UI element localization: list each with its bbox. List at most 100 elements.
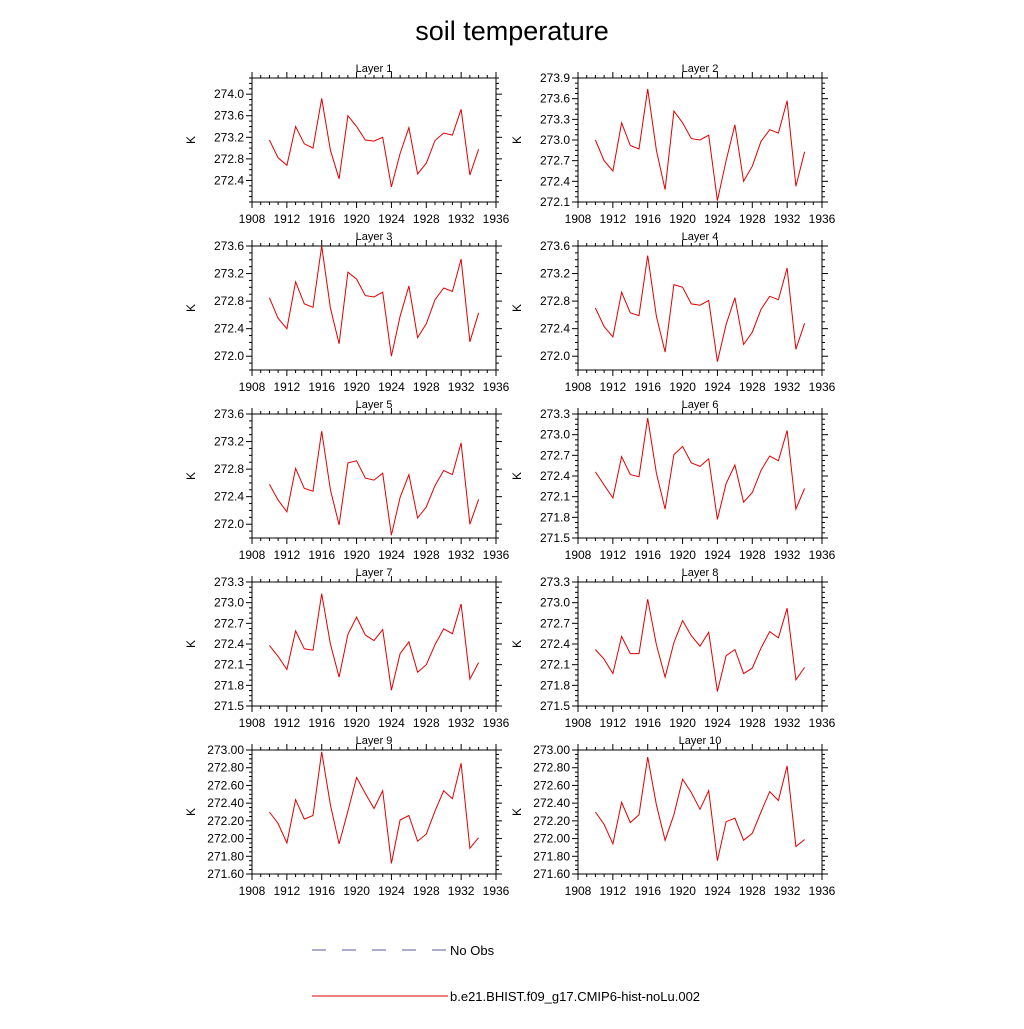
x-tick-label: 1920 [343,380,370,394]
series-line [269,593,480,691]
y-axis-label: K [184,304,198,312]
y-tick-label: 273.9 [540,71,570,85]
x-tick-label: 1920 [669,212,696,226]
plot-frame [251,77,497,203]
x-tick-label: 1920 [343,884,370,898]
y-tick-label: 273.2 [540,267,570,281]
x-tick-label: 1912 [274,716,301,730]
panel-title: Layer 1 [356,63,393,75]
panel-layer-8: Layer 8 K 1908 1912 1916 1920 1924 1928 1932 1936… [510,567,836,730]
x-tick-label: 1912 [600,212,627,226]
x-tick-label: 1924 [378,380,405,394]
x-tick-label: 1908 [565,380,592,394]
y-tick-label: 271.5 [540,699,570,713]
plot-frame [577,749,823,875]
y-tick-label: 273.6 [540,92,570,106]
y-axis-label: K [184,808,198,816]
x-tick-label: 1916 [308,884,335,898]
x-tick-label: 1916 [308,212,335,226]
x-tick-label: 1936 [809,548,836,562]
y-tick-label: 272.1 [540,658,570,672]
figure-title: soil temperature [415,16,609,46]
x-tick-label: 1912 [274,380,301,394]
panel-title: Layer 10 [679,735,722,747]
series-line [594,255,806,362]
plot-frame [251,413,497,539]
y-tick-label: 272.40 [207,796,244,810]
y-tick-label: 272.1 [540,490,570,504]
legend-no-obs-label: No Obs [450,943,495,958]
series-line [594,418,806,520]
y-tick-label: 272.7 [214,616,244,630]
y-tick-label: 272.4 [540,469,570,483]
series-line [268,431,480,536]
y-tick-label: 274.0 [214,87,244,101]
x-tick-label: 1928 [739,548,766,562]
y-tick-label: 273.3 [540,112,570,126]
x-tick-label: 1924 [704,884,731,898]
series-line [268,245,480,357]
x-tick-label: 1936 [483,548,510,562]
x-tick-label: 1920 [669,380,696,394]
plot-frame [577,413,823,539]
y-axis-label: K [510,136,524,144]
panel-title: Layer 6 [682,399,719,411]
x-tick-label: 1908 [565,212,592,226]
y-axis-label: K [184,640,198,648]
y-tick-label: 271.80 [533,849,570,863]
y-tick-label: 272.60 [207,778,244,792]
panel-title: Layer 5 [356,399,393,411]
y-tick-label: 272.4 [540,322,570,336]
x-tick-label: 1920 [343,212,370,226]
series-line [594,88,806,201]
x-tick-label: 1916 [634,380,661,394]
x-tick-label: 1928 [413,212,440,226]
y-tick-label: 272.20 [533,814,570,828]
y-tick-label: 272.80 [533,761,570,775]
panel-title: Layer 9 [356,735,393,747]
y-tick-label: 272.7 [540,448,570,462]
x-tick-label: 1920 [669,716,696,730]
series-line [269,751,479,864]
x-tick-label: 1912 [274,212,301,226]
x-tick-label: 1932 [774,380,801,394]
y-tick-label: 272.60 [533,778,570,792]
panel-title: Layer 2 [682,63,719,75]
x-tick-label: 1916 [634,716,661,730]
x-tick-label: 1936 [483,884,510,898]
y-axis-label: K [184,472,198,480]
y-tick-label: 272.8 [214,462,244,476]
panel-layer-5: Layer 5 K 1908 1912 1916 1920 1924 1928 1932 1936… [184,399,510,562]
x-tick-label: 1908 [565,884,592,898]
y-tick-label: 272.4 [540,174,570,188]
y-tick-label: 272.1 [540,195,570,209]
panel-title: Layer 4 [682,231,719,243]
legend: No Obs b.e21.BHIST.f09_g17.CMIP6-hist-no… [312,943,700,1004]
y-tick-label: 273.3 [214,575,244,589]
y-tick-label: 273.00 [207,743,244,757]
x-tick-label: 1928 [739,716,766,730]
x-tick-label: 1932 [774,884,801,898]
x-tick-label: 1908 [239,212,266,226]
y-axis-label: K [510,808,524,816]
x-tick-label: 1916 [308,380,335,394]
x-tick-label: 1928 [413,548,440,562]
x-tick-label: 1932 [774,716,801,730]
x-tick-label: 1908 [239,380,266,394]
x-tick-label: 1928 [413,380,440,394]
y-tick-label: 273.3 [540,575,570,589]
y-tick-label: 271.8 [214,678,244,692]
x-tick-label: 1908 [565,548,592,562]
y-tick-label: 272.0 [540,349,570,363]
x-tick-label: 1912 [600,884,627,898]
y-tick-label: 272.4 [540,637,570,651]
x-tick-label: 1920 [669,884,696,898]
y-axis-label: K [510,640,524,648]
x-tick-label: 1936 [483,212,510,226]
y-tick-label: 272.20 [207,814,244,828]
y-tick-label: 273.3 [540,407,570,421]
x-tick-label: 1928 [413,884,440,898]
panel-layer-10: Layer 10 K 1908 1912 1916 1920 1924 1928 1932 193… [510,735,836,898]
x-tick-label: 1924 [704,212,731,226]
